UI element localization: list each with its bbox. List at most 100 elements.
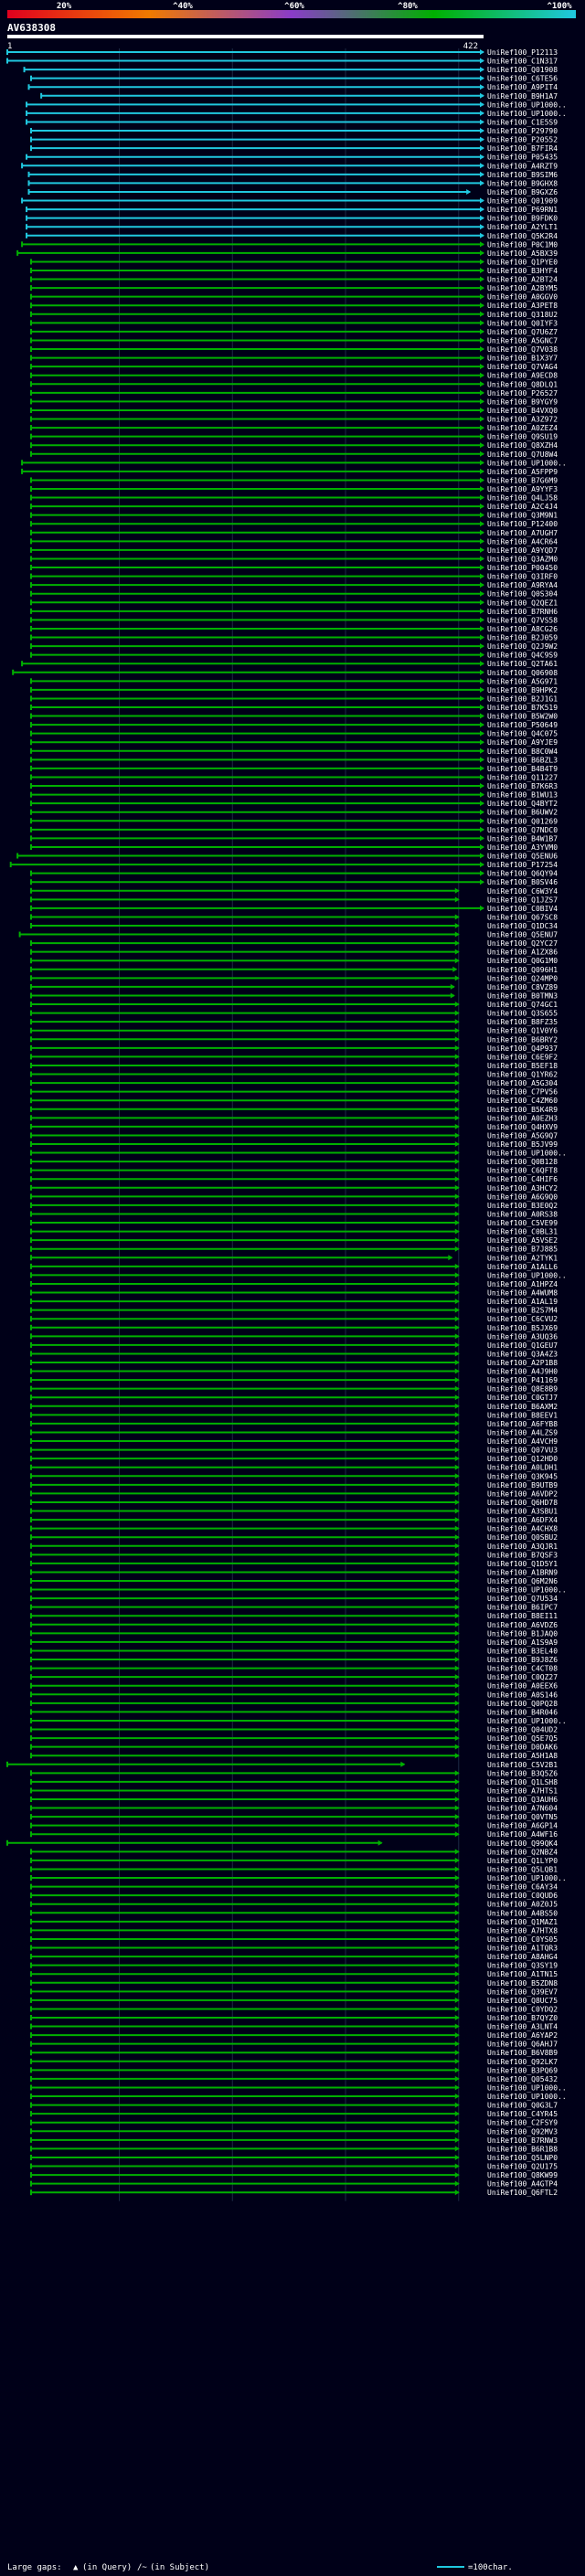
hit-row[interactable]: UniRef100_P20552 (29, 136, 558, 144)
hit-label[interactable]: UniRef100_Q096H1 (487, 966, 558, 974)
hit-label[interactable]: UniRef100_B6V8B9 (487, 2049, 558, 2057)
hit-row[interactable]: UniRef100_B3PQ69 (29, 2066, 558, 2074)
hit-label[interactable]: UniRef100_Q6FTL2 (487, 2189, 558, 2197)
hit-label[interactable]: UniRef100_A2C4J4 (487, 503, 558, 511)
hit-row[interactable]: UniRef100_Q0G3L7 (29, 2102, 558, 2110)
hit-row[interactable]: UniRef100_A4WUM8 (29, 1289, 558, 1298)
hit-label[interactable]: UniRef100_A1BRN9 (487, 1568, 558, 1576)
hit-row[interactable]: UniRef100_P05435 (26, 154, 558, 162)
hit-row[interactable]: UniRef100_P41169 (29, 1376, 558, 1384)
hit-label[interactable]: UniRef100_C0YDQ2 (487, 2005, 558, 2013)
hit-row[interactable]: UniRef100_UP1000.. (21, 459, 567, 467)
hit-row[interactable]: UniRef100_Q8KW99 (29, 2171, 558, 2179)
hit-label[interactable]: UniRef100_A9PIT4 (487, 83, 558, 91)
hit-row[interactable]: UniRef100_P0C1M0 (21, 240, 558, 249)
hit-label[interactable]: UniRef100_P0C1M0 (487, 240, 558, 249)
hit-row[interactable]: UniRef100_B9GXZ6 (27, 188, 558, 196)
hit-label[interactable]: UniRef100_Q5E7Q5 (487, 1734, 558, 1743)
hit-row[interactable]: UniRef100_Q4HXV9 (29, 1123, 558, 1131)
hit-label[interactable]: UniRef100_A7HTX8 (487, 1926, 558, 1935)
hit-row[interactable]: UniRef100_C7PV56 (29, 1088, 558, 1097)
hit-label[interactable]: UniRef100_UP1000.. (487, 110, 567, 118)
hit-row[interactable]: UniRef100_Q1PYE0 (29, 258, 558, 266)
hit-label[interactable]: UniRef100_B6BZL3 (487, 756, 558, 764)
hit-row[interactable]: UniRef100_B5ZDN8 (29, 1979, 558, 1988)
hit-row[interactable]: UniRef100_A3QJR1 (29, 1542, 558, 1551)
hit-label[interactable]: UniRef100_UP1000.. (487, 1150, 567, 1158)
hit-label[interactable]: UniRef100_A4VCH9 (487, 1437, 558, 1446)
hit-row[interactable]: UniRef100_UP1000.. (29, 1150, 567, 1158)
hit-row[interactable]: UniRef100_B9HPK2 (29, 686, 558, 694)
hit-label[interactable]: UniRef100_C0BIV4 (487, 905, 558, 913)
hit-label[interactable]: UniRef100_B5ZDN8 (487, 1979, 558, 1988)
hit-label[interactable]: UniRef100_C6AY34 (487, 1883, 558, 1892)
hit-row[interactable]: UniRef100_B4B4T9 (29, 765, 558, 773)
hit-label[interactable]: UniRef100_Q7NDC0 (487, 826, 558, 834)
hit-row[interactable]: UniRef100_A4CR64 (29, 537, 558, 546)
hit-label[interactable]: UniRef100_A8AHG4 (487, 1953, 558, 1961)
hit-label[interactable]: UniRef100_B3PQ69 (487, 2066, 558, 2074)
hit-label[interactable]: UniRef100_Q05432 (487, 2075, 558, 2083)
hit-row[interactable]: UniRef100_Q5LNP0 (29, 2154, 558, 2162)
hit-label[interactable]: UniRef100_Q2J9W2 (487, 642, 558, 651)
hit-label[interactable]: UniRef100_B2S7M4 (487, 1307, 558, 1315)
hit-row[interactable]: UniRef100_A4WF16 (29, 1830, 558, 1839)
hit-label[interactable]: UniRef100_Q3M9N1 (487, 512, 558, 520)
hit-label[interactable]: UniRef100_P41169 (487, 1376, 558, 1384)
hit-row[interactable]: UniRef100_Q11227 (29, 773, 558, 781)
hit-label[interactable]: UniRef100_B5W2W0 (487, 713, 558, 721)
hit-row[interactable]: UniRef100_P29790 (29, 127, 558, 135)
hit-row[interactable]: UniRef100_B6UWV2 (29, 809, 558, 817)
hit-label[interactable]: UniRef100_B1X3Y7 (487, 355, 558, 363)
hit-label[interactable]: UniRef100_C1E5S9 (487, 118, 558, 126)
hit-row[interactable]: UniRef100_A5G9Q7 (29, 1131, 558, 1140)
hit-label[interactable]: UniRef100_A2TYK1 (487, 1254, 558, 1262)
hit-row[interactable]: UniRef100_Q5LQB1 (29, 1865, 558, 1873)
hit-row[interactable]: UniRef100_A5VSE2 (29, 1236, 558, 1245)
hit-label[interactable]: UniRef100_A0LDH1 (487, 1464, 558, 1472)
hit-label[interactable]: UniRef100_Q4P937 (487, 1044, 558, 1053)
hit-label[interactable]: UniRef100_A3SBU1 (487, 1508, 558, 1516)
hit-label[interactable]: UniRef100_Q0IYF3 (487, 319, 558, 327)
hit-row[interactable]: UniRef100_A9PIT4 (27, 83, 558, 91)
hit-row[interactable]: UniRef100_B5W2W0 (29, 713, 558, 721)
hit-label[interactable]: UniRef100_A6G9Q0 (487, 1193, 558, 1201)
hit-label[interactable]: UniRef100_B0SV46 (487, 878, 558, 886)
hit-row[interactable]: UniRef100_A7UGH7 (29, 529, 558, 537)
hit-row[interactable]: UniRef100_C0BIV4 (29, 905, 558, 913)
hit-label[interactable]: UniRef100_A3PET8 (487, 302, 558, 310)
hit-label[interactable]: UniRef100_A4GTP4 (487, 2180, 558, 2189)
hit-label[interactable]: UniRef100_Q67SC8 (487, 913, 558, 921)
hit-label[interactable]: UniRef100_B9H1A7 (487, 92, 558, 101)
hit-row[interactable]: UniRef100_A2BYM5 (29, 284, 558, 292)
hit-row[interactable]: UniRef100_A1ZX86 (29, 949, 558, 957)
hit-row[interactable]: UniRef100_P12400 (29, 520, 558, 528)
hit-label[interactable]: UniRef100_A4WF16 (487, 1830, 558, 1839)
hit-label[interactable]: UniRef100_Q39EV7 (487, 1988, 558, 1996)
hit-label[interactable]: UniRef100_Q74GC1 (487, 1001, 558, 1009)
hit-row[interactable]: UniRef100_A0S146 (29, 1691, 558, 1699)
hit-row[interactable]: UniRef100_Q01269 (29, 817, 558, 825)
hit-row[interactable]: UniRef100_C6QFT8 (29, 1167, 558, 1175)
hit-label[interactable]: UniRef100_A1ALL6 (487, 1263, 558, 1271)
hit-label[interactable]: UniRef100_C7PV56 (487, 1088, 558, 1097)
hit-label[interactable]: UniRef100_Q1D5Y1 (487, 1560, 558, 1568)
hit-label[interactable]: UniRef100_A4RZT9 (487, 162, 558, 170)
hit-label[interactable]: UniRef100_B3EL40 (487, 1647, 558, 1655)
hit-label[interactable]: UniRef100_A0ZEZ4 (487, 424, 558, 432)
hit-label[interactable]: UniRef100_A7HTS1 (487, 1786, 558, 1795)
hit-label[interactable]: UniRef100_A0EEX6 (487, 1682, 558, 1691)
hit-label[interactable]: UniRef100_A5G304 (487, 1079, 558, 1087)
hit-label[interactable]: UniRef100_Q7U8W4 (487, 451, 558, 459)
hit-label[interactable]: UniRef100_B7RNW3 (487, 2136, 558, 2145)
hit-row[interactable]: UniRef100_A0EEX6 (29, 1682, 558, 1691)
hit-row[interactable]: UniRef100_A1ALL6 (29, 1263, 558, 1271)
hit-label[interactable]: UniRef100_Q3K945 (487, 1472, 558, 1480)
hit-row[interactable]: UniRef100_D0DAK6 (29, 1744, 558, 1752)
hit-label[interactable]: UniRef100_Q1YR62 (487, 1071, 558, 1079)
hit-label[interactable]: UniRef100_B9GXZ6 (487, 188, 558, 196)
hit-label[interactable]: UniRef100_UP1000.. (487, 1586, 567, 1595)
hit-label[interactable]: UniRef100_Q1V0Y6 (487, 1027, 558, 1035)
hit-row[interactable]: UniRef100_Q1YR62 (29, 1071, 558, 1079)
hit-label[interactable]: UniRef100_C5VE99 (487, 1219, 558, 1227)
